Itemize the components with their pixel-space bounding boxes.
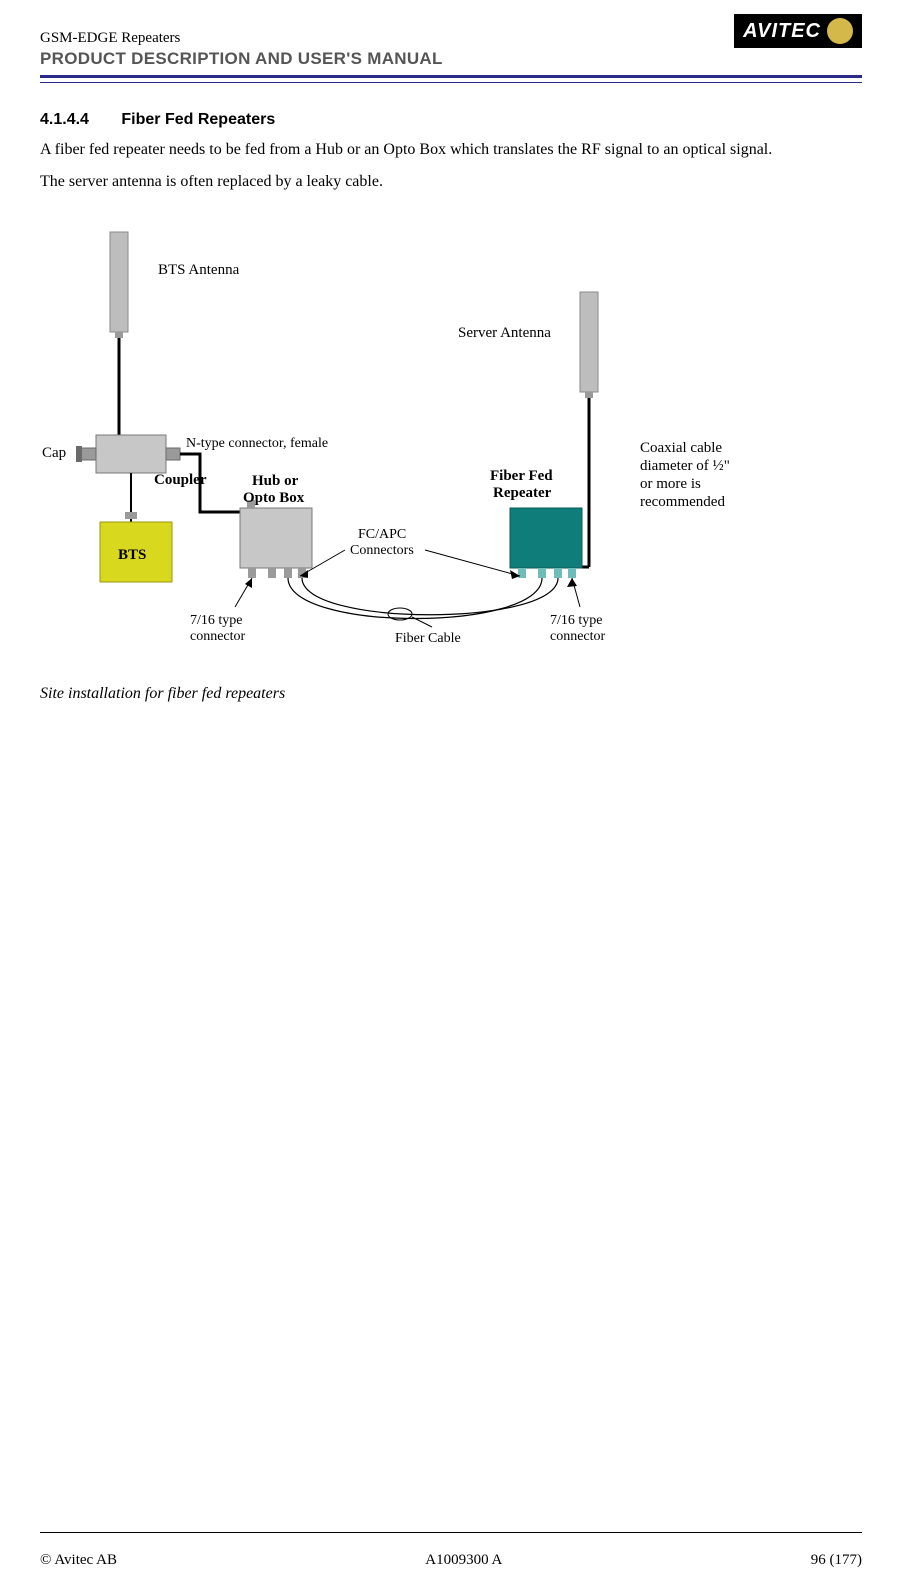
seven16-right-line1: 7/16 type	[550, 613, 603, 628]
section-heading: 4.1.4.4 Fiber Fed Repeaters	[40, 111, 862, 129]
diagram-svg: BTS Antenna Server Antenna Cap N-type co…	[40, 212, 800, 672]
coax-note-line1: Coaxial cable	[640, 440, 722, 456]
seven16-left-line2: connector	[190, 629, 246, 644]
installation-diagram: BTS Antenna Server Antenna Cap N-type co…	[40, 212, 862, 677]
repeater-label-line2: Repeater	[493, 485, 552, 501]
ntype-label: N-type connector, female	[186, 436, 328, 451]
brand-logo: AVITEC	[734, 14, 862, 48]
footer: © Avitec AB A1009300 A 96 (177)	[40, 1552, 862, 1569]
header-subtitle: PRODUCT DESCRIPTION AND USER'S MANUAL	[40, 49, 862, 69]
section-title: Fiber Fed Repeaters	[121, 111, 275, 128]
server-antenna-connector-icon	[585, 392, 593, 398]
cap-end-icon	[76, 446, 82, 462]
footer-right: 96 (177)	[811, 1552, 862, 1569]
fcapc-label-line2: Connectors	[350, 543, 414, 558]
fcapc-pointer-right	[425, 550, 520, 576]
repeater-connector1-icon	[518, 568, 526, 578]
page: AVITEC GSM-EDGE Repeaters PRODUCT DESCRI…	[0, 0, 902, 1589]
bts-antenna-connector-icon	[115, 332, 123, 338]
repeater-label-line1: Fiber Fed	[490, 468, 553, 484]
repeater-box-icon	[510, 508, 582, 568]
cap-stub-icon	[80, 448, 96, 460]
repeater-connector4-icon	[568, 568, 576, 578]
bts-antenna-label: BTS Antenna	[158, 262, 240, 278]
hub-label-line2: Opto Box	[243, 490, 305, 506]
coax-note-line4: recommended	[640, 494, 725, 510]
hub-connector2-icon	[268, 568, 276, 578]
repeater-connector2-icon	[538, 568, 546, 578]
seven16-left-line1: 7/16 type	[190, 613, 243, 628]
seven16-left-arrowhead	[245, 578, 252, 588]
bts-top-connector-icon	[125, 512, 137, 519]
coax-note-line2: diameter of ½"	[640, 458, 730, 474]
hub-connector1-icon	[248, 568, 256, 578]
coupler-right-stub-icon	[166, 448, 180, 460]
fiber-cable-line2	[302, 578, 558, 615]
seven16-right-line2: connector	[550, 629, 606, 644]
header-rule	[40, 75, 862, 83]
logo-text: AVITEC	[743, 20, 821, 43]
paragraph-2: The server antenna is often replaced by …	[40, 171, 862, 193]
seven16-right-arrowhead	[567, 578, 577, 587]
repeater-connector3-icon	[554, 568, 562, 578]
section-number: 4.1.4.4	[40, 111, 89, 128]
server-antenna-label: Server Antenna	[458, 325, 551, 341]
logo-sun-icon	[827, 18, 853, 44]
fcapc-label-line1: FC/APC	[358, 527, 406, 542]
fiber-cable-line	[288, 578, 542, 619]
bts-antenna-icon	[110, 232, 128, 332]
bts-label: BTS	[118, 547, 146, 563]
fiber-cable-label: Fiber Cable	[395, 631, 461, 646]
footer-left: © Avitec AB	[40, 1552, 117, 1569]
figure-caption: Site installation for fiber fed repeater…	[40, 685, 862, 703]
hub-label-line1: Hub or	[252, 473, 299, 489]
hub-connector3-icon	[284, 568, 292, 578]
paragraph-1: A fiber fed repeater needs to be fed fro…	[40, 139, 862, 161]
footer-rule	[40, 1532, 862, 1533]
cap-label: Cap	[42, 445, 66, 461]
coupler-box-icon	[96, 435, 166, 473]
server-antenna-icon	[580, 292, 598, 392]
coax-note-line3: or more is	[640, 476, 701, 492]
footer-center: A1009300 A	[425, 1552, 502, 1569]
hub-box-icon	[240, 508, 312, 568]
